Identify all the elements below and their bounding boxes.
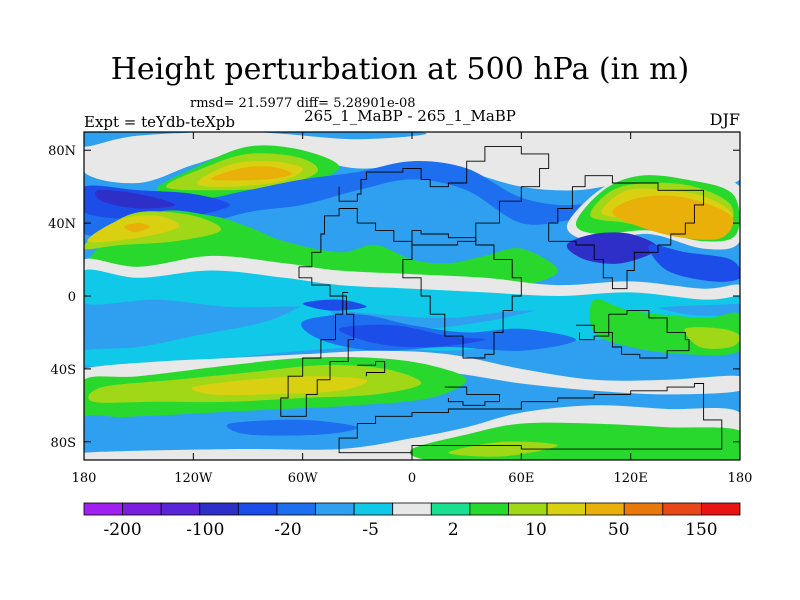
x-tick-label: 180 (728, 471, 753, 486)
coastline (299, 146, 550, 268)
colorbar-box (430, 502, 471, 516)
colorbar-label: 150 (685, 520, 717, 540)
x-tick-label: 60E (508, 471, 534, 486)
contour-region (612, 195, 734, 240)
stats-text: rmsd= 21.5977 diff= 5.28901e-08 (190, 96, 416, 111)
colorbar-box (508, 502, 548, 516)
colorbar-box (122, 502, 162, 516)
colorbar-box (353, 502, 394, 516)
colorbar-box (315, 502, 355, 516)
colorbar-box (701, 502, 741, 516)
colorbar-box (160, 502, 201, 516)
colorbar-box (392, 502, 432, 516)
coastline (280, 266, 355, 417)
x-tick-label: 60W (288, 471, 319, 486)
colorbar-box (237, 502, 278, 516)
y-tick-label: 40N (48, 217, 76, 232)
contour-region (191, 376, 368, 396)
coastline (338, 383, 723, 454)
contour-region (95, 189, 176, 209)
colorbar-box (276, 502, 316, 516)
contour-region (566, 232, 659, 264)
x-tick-label: 120E (614, 471, 648, 486)
colorbar-label: -200 (103, 520, 141, 540)
contour-fields (84, 132, 740, 460)
axes: 180 120W 60W 0 60E 120E 180 80N 40N 0 40S 80S (48, 132, 752, 486)
colorbar-box (469, 502, 509, 516)
contour-region (211, 166, 292, 181)
season-label: DJF (709, 110, 740, 129)
colorbar-label: -5 (362, 520, 379, 540)
contour-region (84, 350, 740, 395)
y-tick-label: 40S (51, 363, 76, 378)
x-tick-label: 180 (72, 471, 97, 486)
contour-region (226, 419, 358, 436)
colorbar-box (83, 502, 123, 516)
colorbar-box (623, 502, 664, 516)
chart-subtitle: 265_1_MaBP - 265_1_MaBP (304, 107, 516, 125)
coastline (444, 386, 500, 406)
contour-region (338, 324, 486, 348)
coastlines (280, 146, 723, 454)
colorbar-box (585, 502, 625, 516)
colorbar-label: 2 (448, 520, 459, 540)
x-tick-label: 120W (174, 471, 213, 486)
contour-region (84, 269, 740, 318)
contour-region (84, 132, 427, 147)
y-tick-label: 80S (51, 436, 76, 451)
coastline (402, 229, 522, 359)
colorbar-label: 50 (608, 520, 630, 540)
contour-region (124, 223, 150, 233)
contour-region (302, 299, 367, 311)
colorbar-box (199, 502, 239, 516)
y-tick-label: 0 (68, 290, 76, 305)
coastline (576, 324, 610, 341)
colorbar-box (546, 502, 587, 516)
y-tick-label: 80N (48, 144, 76, 159)
coastline (608, 310, 690, 359)
colorbar-label: -20 (274, 520, 301, 540)
x-tick-label: 0 (408, 471, 416, 486)
contour-region (648, 244, 740, 282)
contour-region (448, 441, 558, 457)
experiment-label: Expt = teYdb-teXpb (84, 113, 236, 131)
colorbar-label: 10 (525, 520, 547, 540)
colorbar-box (662, 502, 702, 516)
coastline (548, 175, 705, 290)
coastline (357, 361, 386, 377)
chart-title: Height perturbation at 500 hPa (in m) (110, 52, 690, 87)
contour-region (684, 327, 740, 349)
colorbar-label: -100 (186, 520, 224, 540)
